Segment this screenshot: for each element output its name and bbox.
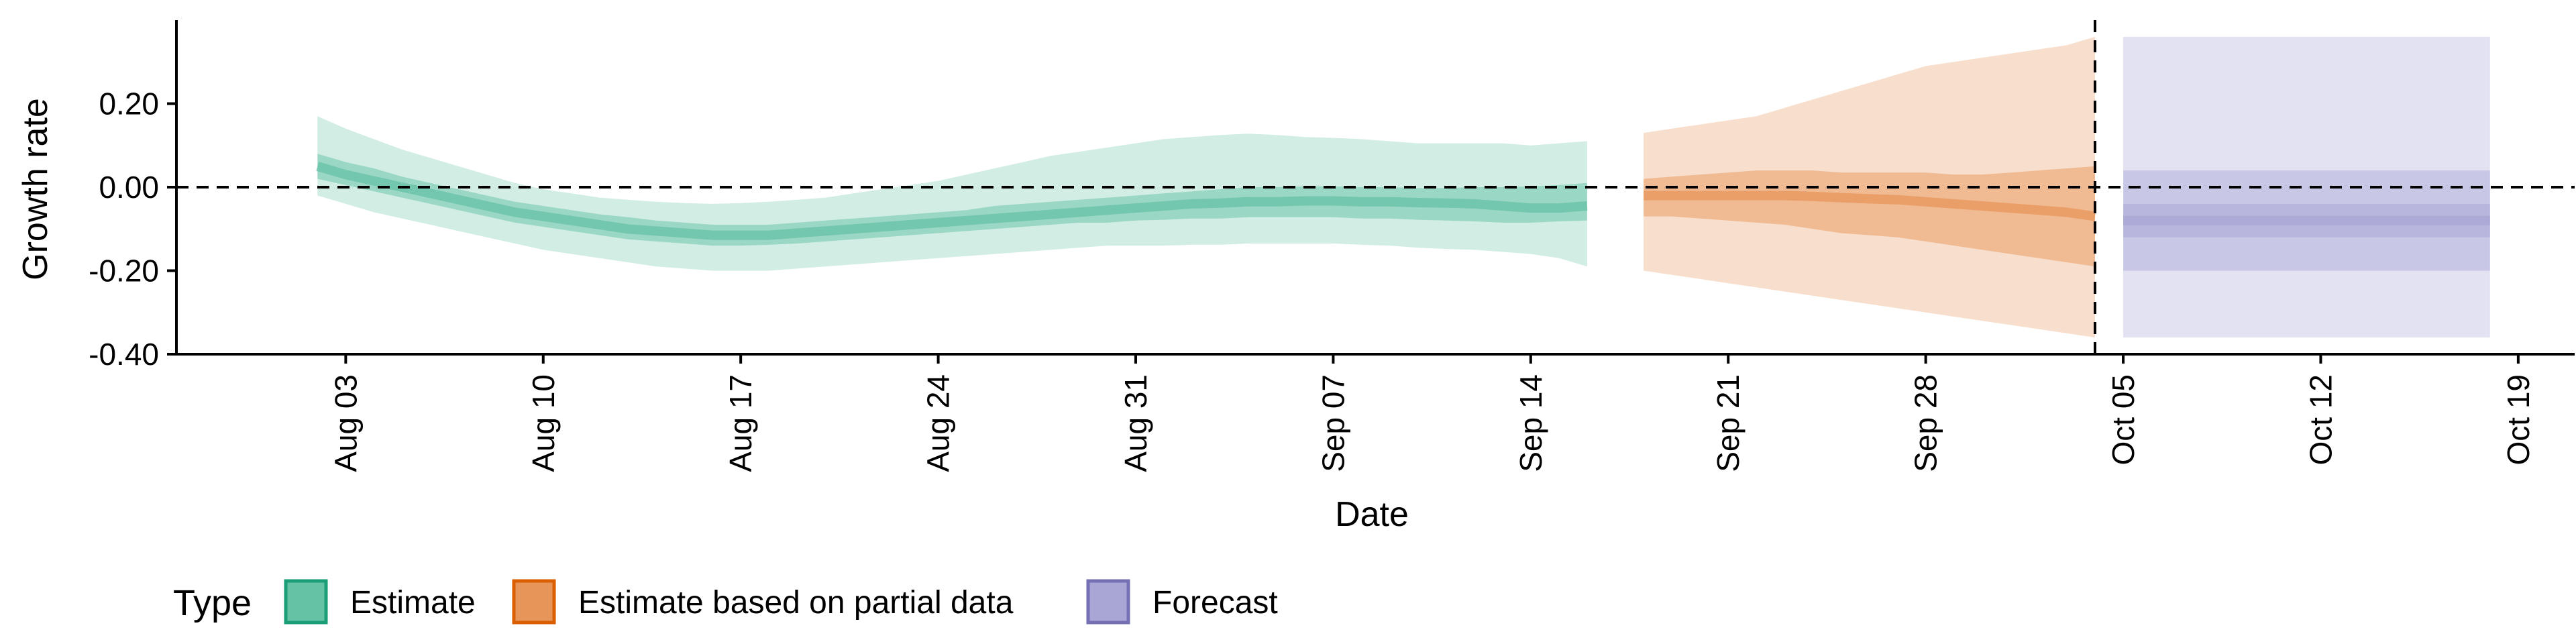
legend-key-estimate-based-on-partial-data [512, 579, 556, 625]
x-tick-label: Aug 31 [1118, 374, 1153, 472]
legend-label-estimate: Estimate [350, 585, 476, 621]
y-tick-label: 0.20 [99, 87, 159, 121]
y-tick-label: 0.00 [99, 170, 159, 205]
reference-lines [176, 20, 2575, 354]
x-axis-label: Date [1335, 495, 1409, 534]
x-tick-label: Sep 07 [1316, 374, 1350, 472]
x-tick-label: Sep 14 [1513, 374, 1548, 472]
x-tick-label: Oct 19 [2501, 374, 2536, 466]
legend-item-forecast: Forecast [1086, 579, 1278, 625]
y-tick-label: -0.20 [89, 254, 159, 288]
band-90-forecast [2123, 36, 2490, 338]
median-estimate-based-on-partial-data [1644, 191, 2096, 221]
legend-label-forecast: Forecast [1152, 585, 1278, 621]
y-tick-label: -0.40 [89, 337, 159, 372]
legend-title: Type [173, 583, 252, 623]
x-tick-label: Aug 03 [328, 374, 363, 472]
legend-item-estimate: Estimate [284, 579, 476, 625]
axes: -0.40 -0.20 0.00 0.20 Aug 03 Aug 10 Aug 17 Aug … [89, 20, 2575, 472]
legend: Type Estimate Estimate based on partial d… [173, 579, 1278, 625]
x-tick-label: Sep 28 [1909, 374, 1943, 472]
y-axis-label: Growth rate [16, 98, 55, 280]
x-tick-label: Oct 05 [2106, 374, 2141, 466]
legend-item-estimate-based-on-partial-data: Estimate based on partial data [512, 579, 1014, 625]
legend-entries: Estimate Estimate based on partial data Fo… [284, 579, 1278, 625]
legend-key-forecast [1086, 579, 1130, 625]
series-estimate [316, 116, 1588, 271]
band-50-estimate [317, 154, 1587, 246]
median-estimate [316, 162, 1588, 240]
legend-key-estimate [284, 579, 328, 625]
x-tick-label: Sep 21 [1711, 374, 1746, 472]
series-forecast [2123, 36, 2490, 338]
legend-label-estimate-based-on-partial-data: Estimate based on partial data [578, 585, 1014, 621]
x-tick-label: Aug 24 [921, 374, 956, 472]
x-tick-label: Aug 17 [723, 374, 758, 472]
plot-area [316, 36, 2490, 338]
x-tick-label: Aug 10 [526, 374, 561, 472]
x-tick-label: Oct 12 [2303, 374, 2338, 466]
